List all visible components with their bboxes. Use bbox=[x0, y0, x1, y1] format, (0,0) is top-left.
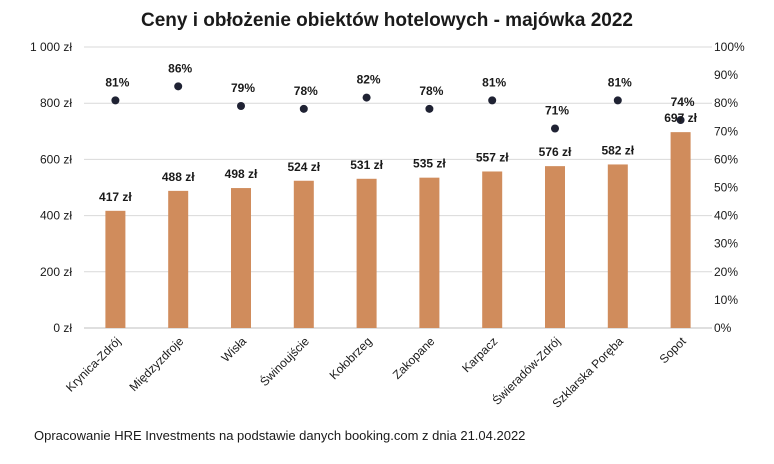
category-label: Karpacz bbox=[459, 334, 500, 375]
y-right-tick-label: 90% bbox=[714, 68, 738, 82]
category-labels: Krynica-Zdrój Międzyzdroje Wisła Świnoujści… bbox=[63, 333, 689, 410]
price-label: 417 zł bbox=[99, 190, 132, 204]
price-label: 488 zł bbox=[162, 170, 195, 184]
y-left-tick-label: 400 zł bbox=[40, 209, 72, 223]
y-left-tick-label: 1 000 zł bbox=[30, 40, 72, 54]
source-note: Opracowanie HRE Investments na podstawie… bbox=[34, 428, 526, 443]
occupancy-label: 78% bbox=[294, 84, 318, 98]
data-labels: 417 zł 81% 488 zł 86% 498 zł 79% 524 zł 78% 531 … bbox=[99, 61, 698, 203]
occupancy-point bbox=[362, 93, 371, 102]
price-bar bbox=[105, 210, 126, 328]
price-bar bbox=[231, 188, 251, 328]
occupancy-label: 74% bbox=[671, 95, 695, 109]
price-bar bbox=[419, 177, 440, 328]
category-label: Sopot bbox=[657, 334, 690, 367]
bar-series bbox=[105, 132, 691, 328]
y-right-tick-label: 80% bbox=[714, 96, 738, 110]
y-left-tick-label: 800 zł bbox=[40, 96, 72, 110]
price-label: 557 zł bbox=[476, 150, 509, 164]
category-label: Zakopane bbox=[390, 334, 438, 382]
occupancy-label: 81% bbox=[105, 75, 129, 89]
price-label: 576 zł bbox=[539, 145, 572, 159]
category-label: Wisła bbox=[218, 334, 249, 365]
occupancy-label: 71% bbox=[545, 103, 569, 117]
price-bar bbox=[168, 190, 189, 328]
y-right-tick-label: 0% bbox=[714, 321, 732, 335]
price-label: 582 zł bbox=[601, 143, 634, 157]
y-right-tick-label: 100% bbox=[714, 40, 745, 54]
axes: 0 zł 200 zł 400 zł 600 zł 800 zł 1 000 zł 0% 10… bbox=[30, 40, 745, 335]
price-label: 498 zł bbox=[225, 167, 258, 181]
occupancy-point bbox=[551, 124, 559, 133]
price-bar bbox=[670, 132, 691, 328]
price-bar bbox=[545, 166, 565, 328]
occupancy-point bbox=[237, 102, 245, 111]
occupancy-label: 81% bbox=[608, 75, 632, 89]
y-left-tick-label: 0 zł bbox=[53, 321, 72, 335]
price-label: 535 zł bbox=[413, 157, 446, 171]
category-label: Świeradów-Zdrój bbox=[489, 334, 563, 408]
gridlines bbox=[84, 46, 712, 329]
price-bar bbox=[293, 180, 314, 328]
occupancy-point bbox=[425, 104, 434, 113]
y-left-tick-label: 200 zł bbox=[40, 265, 72, 279]
chart-title: Ceny i obłożenie obiektów hotelowych - m… bbox=[140, 10, 633, 31]
y-right-tick-label: 40% bbox=[714, 209, 738, 223]
category-label: Krynica-Zdrój bbox=[63, 334, 123, 394]
y-right-tick-label: 60% bbox=[714, 152, 738, 166]
occupancy-series bbox=[111, 82, 685, 133]
y-right-tick-label: 30% bbox=[714, 237, 738, 251]
price-label: 524 zł bbox=[287, 160, 320, 174]
occupancy-point bbox=[676, 116, 685, 125]
price-label: 531 zł bbox=[350, 158, 383, 172]
category-label: Świnoujście bbox=[257, 333, 313, 389]
occupancy-label: 78% bbox=[419, 84, 443, 98]
occupancy-label: 82% bbox=[357, 73, 381, 87]
category-label: Międzyzdroje bbox=[126, 334, 186, 394]
category-label: Kołobrzeg bbox=[327, 334, 375, 382]
price-bar bbox=[482, 171, 503, 328]
y-right-tick-label: 20% bbox=[714, 265, 738, 279]
price-label: 697 zł bbox=[664, 111, 697, 125]
occupancy-label: 86% bbox=[168, 61, 192, 75]
occupancy-point bbox=[174, 82, 183, 91]
occupancy-label: 81% bbox=[482, 75, 506, 89]
y-right-tick-label: 50% bbox=[714, 181, 738, 195]
occupancy-point bbox=[299, 104, 308, 113]
price-bar bbox=[607, 164, 628, 328]
occupancy-point bbox=[488, 96, 497, 105]
occupancy-point bbox=[613, 96, 622, 105]
price-bar bbox=[356, 178, 377, 328]
y-left-tick-label: 600 zł bbox=[40, 152, 72, 166]
y-right-tick-label: 70% bbox=[714, 124, 738, 138]
occupancy-point bbox=[111, 96, 120, 105]
occupancy-label: 79% bbox=[231, 81, 255, 95]
y-right-tick-label: 10% bbox=[714, 293, 738, 307]
